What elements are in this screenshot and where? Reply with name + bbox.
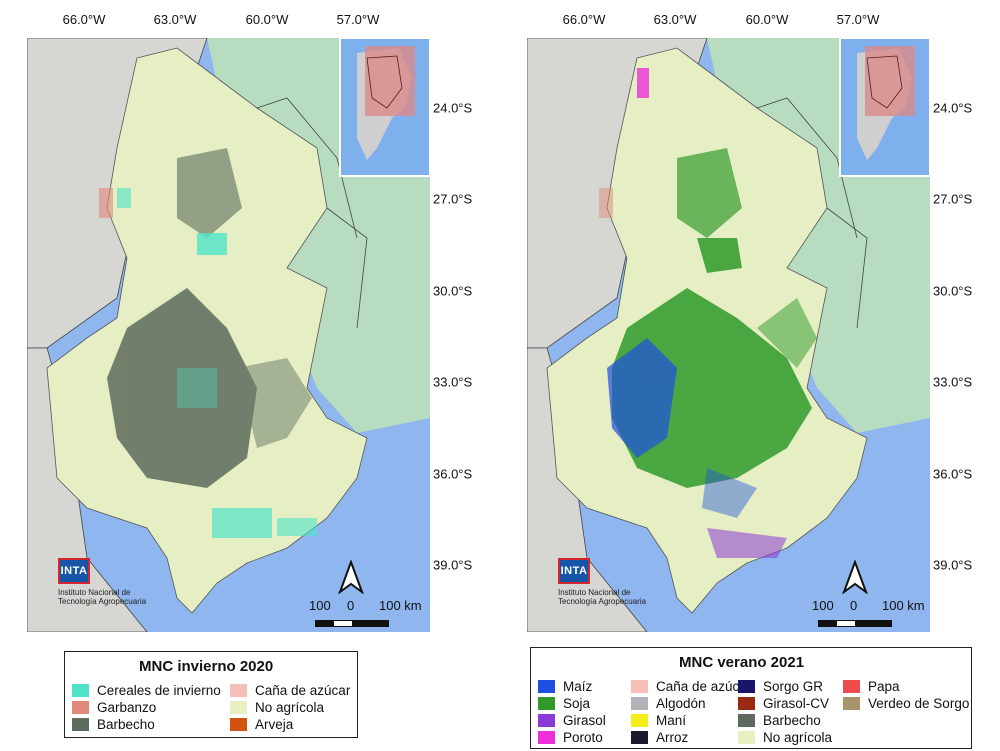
scale-label: 100 km	[379, 598, 422, 613]
inta-logo-mark: INTA	[558, 558, 590, 584]
lon-label: 66.0°W	[562, 12, 606, 27]
scale-label: 100	[812, 598, 834, 613]
scale-bar-graphic	[315, 620, 389, 627]
scale-label: 0	[347, 598, 355, 613]
legend-item: Girasol	[538, 712, 606, 728]
lat-label: 33.0°S	[433, 374, 473, 390]
north-arrow-icon	[841, 559, 869, 595]
legend-item: Maní	[631, 712, 686, 728]
north-arrow-icon	[337, 559, 365, 595]
inta-logo-text: Instituto Nacional de Tecnología Agropec…	[558, 588, 646, 606]
legend-item: Papa	[843, 678, 900, 694]
logo-line: Instituto Nacional de	[58, 588, 131, 597]
scale-label: 0	[850, 598, 858, 613]
legend-item: Cereales de invierno	[72, 682, 221, 698]
legend-title: MNC verano 2021	[679, 654, 805, 671]
lon-label: 66.0°W	[62, 12, 106, 27]
legend-swatch	[72, 717, 89, 731]
legend-item: Soja	[538, 695, 590, 711]
legend-item: Maíz	[538, 678, 592, 694]
legend-swatch	[230, 717, 247, 731]
legend-item: Poroto	[538, 729, 603, 745]
lon-label: 60.0°W	[745, 12, 789, 27]
lon-label: 60.0°W	[245, 12, 289, 27]
lat-label: 24.0°S	[433, 100, 473, 116]
legend-item: Barbecho	[72, 716, 155, 732]
lat-label: 30.0°S	[433, 283, 473, 299]
legend-item: Sorgo GR	[738, 678, 823, 694]
legend-summer: MNC verano 2021 Maíz Caña de azúcar Sorg…	[530, 647, 972, 749]
lon-label: 63.0°W	[653, 12, 697, 27]
lat-label: 27.0°S	[933, 191, 973, 207]
inta-logo-text: Instituto Nacional de Tecnología Agropec…	[58, 588, 146, 606]
legend-item: Arroz	[631, 729, 688, 745]
legend-item: No agrícola	[230, 699, 324, 715]
legend-item: No agrícola	[738, 729, 832, 745]
lon-label: 63.0°W	[153, 12, 197, 27]
legend-swatch	[230, 700, 247, 714]
map-summer-2021	[527, 38, 930, 632]
logo-line: Tecnología Agropecuaria	[58, 597, 147, 606]
lon-label: 57.0°W	[836, 12, 880, 27]
inta-logo-mark: INTA	[58, 558, 90, 584]
map-panel-summer: 66.0°W 63.0°W 60.0°W 57.0°W 24.0°S 27.0°…	[500, 0, 980, 751]
lat-label: 24.0°S	[933, 100, 973, 116]
legend-swatch	[72, 700, 89, 714]
scale-label: 100	[309, 598, 331, 613]
logo-line: Instituto Nacional de	[558, 588, 631, 597]
lat-label: 39.0°S	[433, 557, 473, 573]
logo-line: Tecnología Agropecuaria	[558, 597, 647, 606]
legend-swatch	[230, 683, 247, 697]
legend-item: Girasol-CV	[738, 695, 829, 711]
legend-item: Arveja	[230, 716, 293, 732]
legend-title: MNC invierno 2020	[139, 658, 274, 675]
legend-item: Caña de azúcar	[230, 682, 350, 698]
scale-bar: 100 0 100 km	[309, 598, 427, 628]
legend-winter: MNC invierno 2020 Cereales de invierno C…	[64, 651, 358, 738]
lat-label: 39.0°S	[933, 557, 973, 573]
lat-label: 36.0°S	[933, 466, 973, 482]
scale-label: 100 km	[882, 598, 925, 613]
lat-label: 33.0°S	[933, 374, 973, 390]
map-panel-winter: 66.0°W 63.0°W 60.0°W 57.0°W 24.0°S 27.0°…	[0, 0, 480, 751]
lat-label: 36.0°S	[433, 466, 473, 482]
scale-bar-graphic	[818, 620, 892, 627]
legend-item: Barbecho	[738, 712, 821, 728]
scale-bar: 100 0 100 km	[812, 598, 930, 628]
legend-swatch	[72, 683, 89, 697]
inta-logo: INTA Instituto Nacional de Tecnología Ag…	[58, 558, 178, 613]
lon-label: 57.0°W	[336, 12, 380, 27]
lat-label: 30.0°S	[933, 283, 973, 299]
lat-label: 27.0°S	[433, 191, 473, 207]
map-winter-2020	[27, 38, 430, 632]
legend-item: Algodón	[631, 695, 706, 711]
inta-logo: INTA Instituto Nacional de Tecnología Ag…	[558, 558, 678, 613]
legend-item: Verdeo de Sorgo	[843, 695, 969, 711]
legend-item: Garbanzo	[72, 699, 156, 715]
legend-item: Caña de azúcar	[631, 678, 751, 694]
